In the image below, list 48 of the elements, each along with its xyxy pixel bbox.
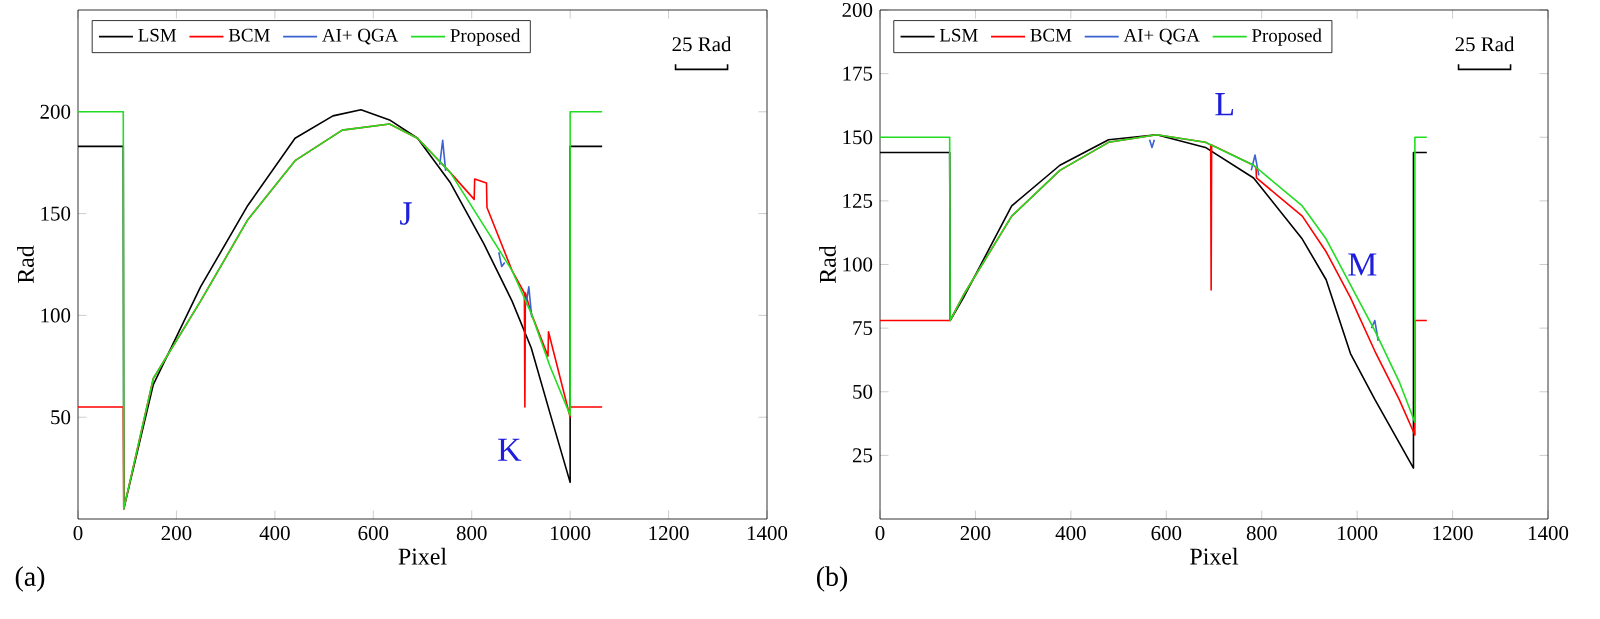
- legend-label: AI+ QGA: [1123, 28, 1200, 45]
- x-tick-label: 1400: [1528, 526, 1569, 541]
- legend-label: Proposed: [1252, 28, 1322, 46]
- x-tick-label: 600: [358, 526, 389, 541]
- x-tick-label: 200: [161, 526, 192, 541]
- y-tick-label: 75: [853, 321, 873, 336]
- legend-label: LSM: [138, 28, 177, 42]
- x-axis-title: Pixel: [398, 547, 447, 565]
- y-axis-title: Rad: [819, 245, 836, 284]
- annotation: M: [1348, 253, 1377, 276]
- text: (b): [816, 566, 848, 592]
- annotation: 25 Rad: [672, 36, 732, 52]
- legend-label: BCM: [228, 28, 270, 42]
- legend-label: LSM: [939, 28, 978, 42]
- x-tick-label: 800: [1246, 526, 1277, 541]
- x-tick-label: 1000: [1338, 526, 1378, 541]
- y-tick-label: 175: [843, 66, 873, 81]
- x-tick-label: 1000: [551, 526, 591, 541]
- y-tick-label: 50: [51, 410, 71, 425]
- y-axis-title: Rad: [17, 245, 34, 284]
- y-tick-label: 150: [843, 130, 873, 145]
- x-tick-label: 0: [73, 526, 83, 541]
- x-tick-label: 800: [456, 526, 487, 541]
- text: (a): [15, 566, 45, 592]
- x-tick-label: 1200: [1433, 526, 1473, 541]
- x-tick-label: 400: [1055, 526, 1086, 541]
- x-tick-label: 1200: [649, 526, 689, 541]
- x-tick-label: 400: [259, 526, 290, 541]
- y-tick-label: 200: [842, 2, 873, 18]
- y-tick-label: 100: [843, 257, 873, 272]
- y-tick-label: 50: [853, 384, 873, 399]
- legend-label: BCM: [1030, 28, 1072, 42]
- y-tick-label: 25: [852, 448, 873, 463]
- legend-label: Proposed: [450, 28, 521, 46]
- annotation: J: [400, 202, 412, 225]
- x-tick-label: 600: [1151, 526, 1182, 541]
- legend-label: AI+ QGA: [322, 28, 399, 45]
- y-tick-label: 125: [843, 193, 873, 208]
- x-tick-label: 200: [960, 526, 991, 541]
- annotation: 25 Rad: [1455, 36, 1515, 52]
- x-tick-label: 0: [875, 526, 885, 541]
- x-tick-label: 1400: [747, 526, 788, 541]
- annotation: L: [1215, 93, 1234, 116]
- annotation: K: [498, 438, 522, 461]
- y-tick-label: 150: [41, 206, 71, 221]
- y-tick-label: 200: [40, 104, 71, 119]
- y-tick-label: 100: [41, 308, 71, 323]
- x-axis-title: Pixel: [1190, 547, 1239, 565]
